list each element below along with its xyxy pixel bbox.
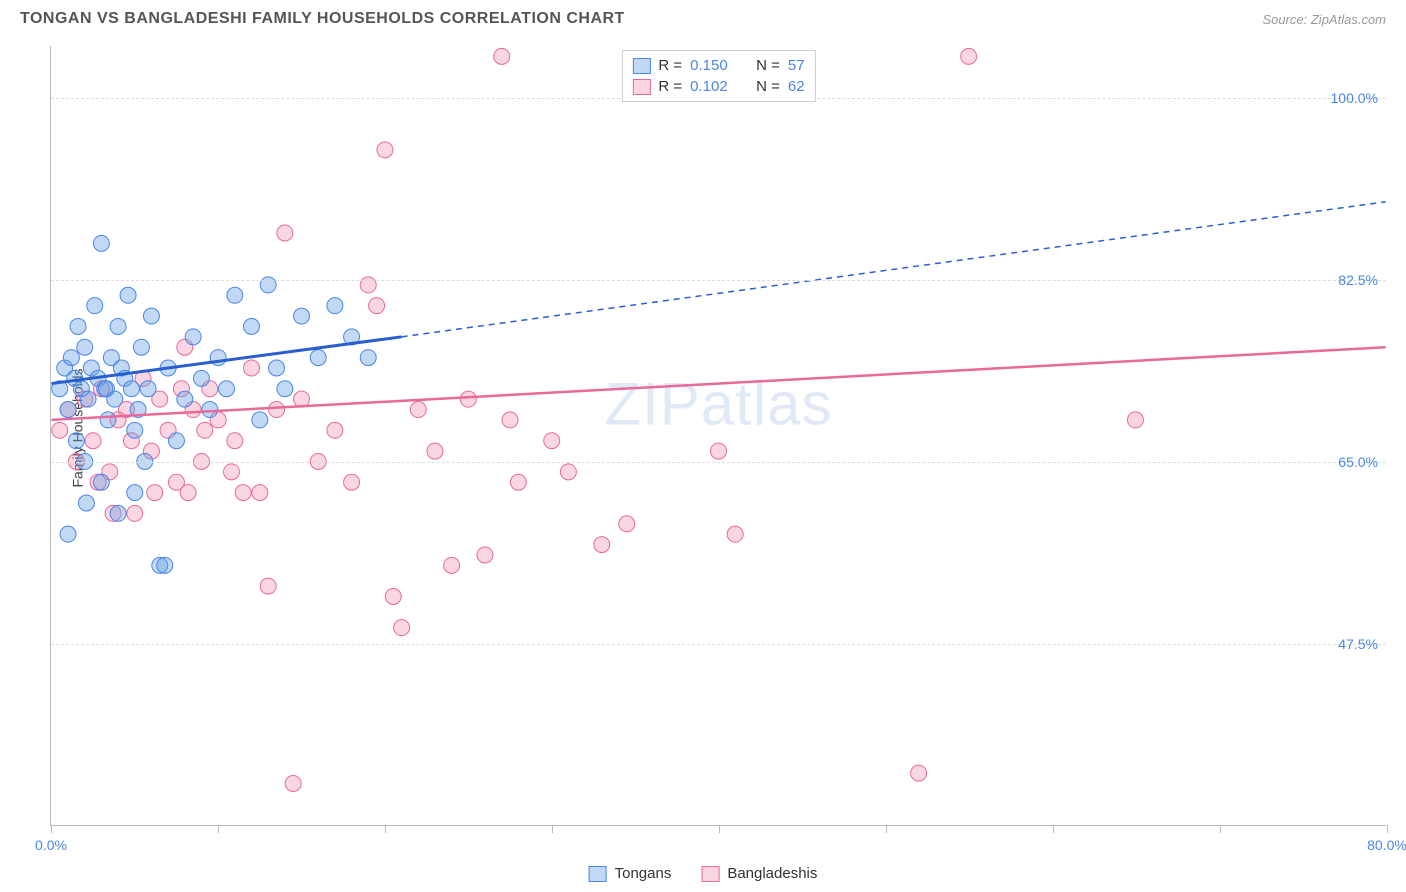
- xtick: [552, 825, 553, 833]
- xtick: [1387, 825, 1388, 833]
- xtick: [51, 825, 52, 833]
- n-value-bangladeshis: 62: [788, 78, 805, 95]
- legend-label-tongans: Tongans: [615, 865, 672, 882]
- gridline: [51, 280, 1386, 281]
- xtick: [218, 825, 219, 833]
- ytick-label: 100.0%: [1331, 90, 1378, 106]
- xtick-label: 0.0%: [35, 837, 67, 853]
- r-label: R =: [658, 78, 682, 95]
- r-value-tongans: 0.150: [690, 57, 740, 74]
- xtick: [1220, 825, 1221, 833]
- xtick: [1053, 825, 1054, 833]
- legend-label-bangladeshis: Bangladeshis: [727, 865, 817, 882]
- xtick: [886, 825, 887, 833]
- xtick: [719, 825, 720, 833]
- n-label: N =: [756, 57, 780, 74]
- legend-swatch-blue: [632, 58, 650, 74]
- scatter-plot-svg: [51, 46, 1386, 825]
- chart-plot-area: ZIPatlas R = 0.150 N = 57 R = 0.102 N = …: [50, 46, 1386, 826]
- ytick-label: 47.5%: [1338, 636, 1378, 652]
- gridline: [51, 644, 1386, 645]
- ytick-label: 82.5%: [1338, 272, 1378, 288]
- r-value-bangladeshis: 0.102: [690, 78, 740, 95]
- legend-swatch-pink: [632, 79, 650, 95]
- legend-stats: R = 0.150 N = 57 R = 0.102 N = 62: [621, 50, 815, 102]
- legend-swatch-blue: [589, 866, 607, 882]
- gridline: [51, 462, 1386, 463]
- chart-title: TONGAN VS BANGLADESHI FAMILY HOUSEHOLDS …: [20, 10, 625, 28]
- r-label: R =: [658, 57, 682, 74]
- n-value-tongans: 57: [788, 57, 805, 74]
- source-label: Source: ZipAtlas.com: [1262, 12, 1386, 27]
- n-label: N =: [756, 78, 780, 95]
- legend-swatch-pink: [701, 866, 719, 882]
- legend-series: Tongans Bangladeshis: [589, 865, 818, 882]
- xtick: [385, 825, 386, 833]
- ytick-label: 65.0%: [1338, 454, 1378, 470]
- xtick-label: 80.0%: [1367, 837, 1406, 853]
